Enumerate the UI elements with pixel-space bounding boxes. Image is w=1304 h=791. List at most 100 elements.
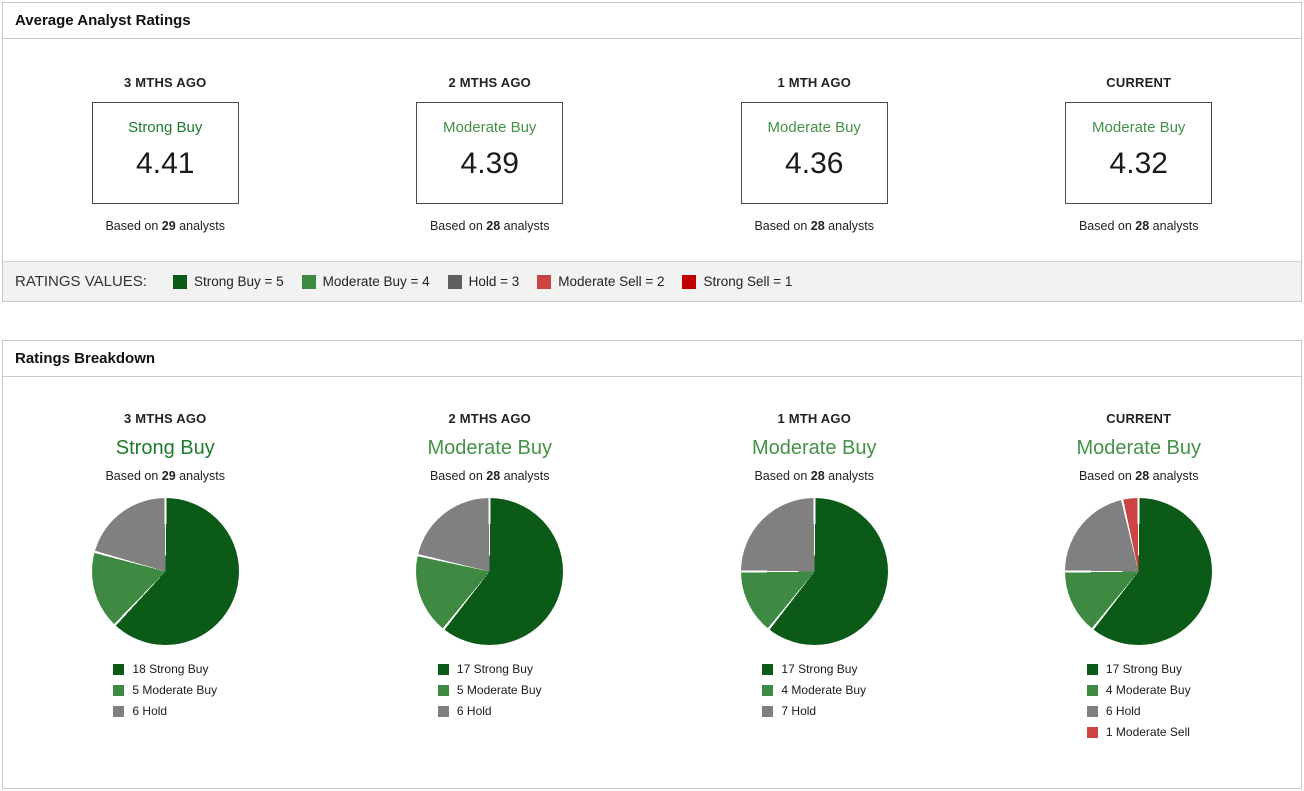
based-on-text: Based on 28 analysts <box>754 469 874 483</box>
ratings-value-item-strong-buy: Strong Buy = 5 <box>172 274 284 289</box>
rating-card-1mth: 1 MTH AGO Moderate Buy 4.36 Based on 28 … <box>652 75 977 233</box>
based-on-prefix: Based on <box>1078 469 1132 483</box>
legend-item: 6 Hold <box>113 704 167 718</box>
pie-legend: 17 Strong Buy 5 Moderate Buy 6 Hold <box>437 662 542 725</box>
legend-item: 4 Moderate Buy <box>1086 683 1191 697</box>
based-on-text: Based on 28 analysts <box>430 469 550 483</box>
period-label: 3 MTHS AGO <box>124 411 207 426</box>
legend-label: 5 Moderate Buy <box>132 683 218 697</box>
based-on-prefix: Based on <box>754 469 808 483</box>
pie-legend: 17 Strong Buy 4 Moderate Buy 6 Hold 1 Mo… <box>1086 662 1191 746</box>
period-label: 1 MTH AGO <box>777 411 852 426</box>
ratings-value-text: Strong Sell = 1 <box>703 274 793 289</box>
hold-swatch <box>437 705 449 717</box>
legend-item: 6 Hold <box>437 704 492 718</box>
based-on-text: Based on 29 analysts <box>105 469 225 483</box>
rating-title: Moderate Buy <box>751 437 877 459</box>
legend-label: 17 Strong Buy <box>456 662 533 676</box>
strong-buy-swatch <box>113 663 125 675</box>
analyst-count: 28 <box>1135 219 1150 233</box>
legend-item: 17 Strong Buy <box>437 662 533 676</box>
legend-item: 6 Hold <box>1086 704 1141 718</box>
based-on-suffix: analysts <box>1152 469 1199 483</box>
pie-legend: 18 Strong Buy 5 Moderate Buy 6 Hold <box>113 662 217 725</box>
moderate-buy-swatch <box>1086 684 1098 696</box>
based-on-text: Based on 29 analysts <box>105 219 225 233</box>
based-on-text: Based on 28 analysts <box>754 219 874 233</box>
legend-label: 6 Hold <box>456 704 492 718</box>
breakdown-columns-row: 3 MTHS AGO Strong Buy Based on 29 analys… <box>3 377 1301 788</box>
legend-label: 6 Hold <box>132 704 168 718</box>
legend-label: 4 Moderate Buy <box>781 683 867 697</box>
moderate-buy-swatch <box>437 684 449 696</box>
analyst-count: 28 <box>486 469 501 483</box>
legend-item: 1 Moderate Sell <box>1086 725 1190 739</box>
rating-value: 4.36 <box>785 147 844 180</box>
breakdown-panel-title: Ratings Breakdown <box>15 350 156 367</box>
rating-box: Moderate Buy 4.39 <box>416 102 564 204</box>
breakdown-column-current: CURRENT Moderate Buy Based on 28 analyst… <box>977 411 1302 746</box>
based-on-text: Based on 28 analysts <box>430 219 550 233</box>
average-panel-title: Average Analyst Ratings <box>15 12 191 29</box>
ratings-value-text: Strong Buy = 5 <box>193 274 284 289</box>
ratings-value-item-moderate-sell: Moderate Sell = 2 <box>537 274 664 289</box>
average-panel-header: Average Analyst Ratings <box>3 3 1301 39</box>
rating-value: 4.41 <box>136 147 195 180</box>
strong-buy-swatch <box>762 663 774 675</box>
legend-item: 7 Hold <box>762 704 816 718</box>
ratings-value-item-hold: Hold = 3 <box>447 274 520 289</box>
strong-sell-swatch <box>682 274 697 289</box>
legend-item: 5 Moderate Buy <box>437 683 542 697</box>
analyst-count: 28 <box>810 219 825 233</box>
strong-buy-swatch <box>1086 663 1098 675</box>
rating-box: Moderate Buy 4.32 <box>1065 102 1213 204</box>
analyst-count: 28 <box>1135 469 1150 483</box>
rating-card-current: CURRENT Moderate Buy 4.32 Based on 28 an… <box>977 75 1302 233</box>
ratings-values-label: RATINGS VALUES: <box>15 273 147 290</box>
legend-item: 5 Moderate Buy <box>113 683 217 697</box>
based-on-prefix: Based on <box>754 219 808 233</box>
legend-label: 5 Moderate Buy <box>456 683 542 697</box>
hold-swatch <box>113 705 125 717</box>
pie-chart <box>1065 498 1213 645</box>
breakdown-panel-header: Ratings Breakdown <box>3 341 1301 377</box>
based-on-prefix: Based on <box>1078 219 1132 233</box>
rating-value: 4.39 <box>460 147 519 180</box>
ratings-value-text: Hold = 3 <box>468 274 520 289</box>
breakdown-column-3mths: 3 MTHS AGO Strong Buy Based on 29 analys… <box>3 411 328 746</box>
legend-label: 4 Moderate Buy <box>1105 683 1191 697</box>
hold-swatch <box>447 274 462 289</box>
ratings-values-bar: RATINGS VALUES: Strong Buy = 5 Moderate … <box>3 261 1301 301</box>
ratings-value-item-strong-sell: Strong Sell = 1 <box>682 274 792 289</box>
rating-title: Moderate Buy <box>1076 437 1201 459</box>
ratings-value-item-moderate-buy: Moderate Buy = 4 <box>301 274 430 289</box>
based-on-prefix: Based on <box>429 469 483 483</box>
based-on-suffix: analysts <box>503 219 550 233</box>
pie-chart <box>91 498 239 645</box>
moderate-buy-swatch <box>301 274 316 289</box>
pie-chart <box>740 498 888 645</box>
average-ratings-panel: Average Analyst Ratings 3 MTHS AGO Stron… <box>2 2 1302 302</box>
based-on-text: Based on 28 analysts <box>1079 469 1199 483</box>
based-on-prefix: Based on <box>105 219 159 233</box>
hold-swatch <box>762 705 774 717</box>
rating-text: Moderate Buy <box>443 119 537 136</box>
strong-buy-swatch <box>437 663 449 675</box>
pie-legend: 17 Strong Buy 4 Moderate Buy 7 Hold <box>762 662 866 725</box>
legend-label: 7 Hold <box>781 704 817 718</box>
moderate-buy-swatch <box>113 684 125 696</box>
moderate-sell-swatch <box>537 274 552 289</box>
rating-text: Strong Buy <box>128 119 203 136</box>
analyst-count: 28 <box>486 219 501 233</box>
breakdown-column-2mths: 2 MTHS AGO Moderate Buy Based on 28 anal… <box>328 411 653 746</box>
rating-title: Strong Buy <box>115 437 215 459</box>
legend-item: 17 Strong Buy <box>762 662 857 676</box>
based-on-suffix: analysts <box>1152 219 1199 233</box>
period-label: 2 MTHS AGO <box>448 411 531 426</box>
moderate-sell-swatch <box>1086 726 1098 738</box>
based-on-prefix: Based on <box>105 469 159 483</box>
moderate-buy-swatch <box>762 684 774 696</box>
rating-card-2mths: 2 MTHS AGO Moderate Buy 4.39 Based on 28… <box>328 75 653 233</box>
based-on-text: Based on 28 analysts <box>1079 219 1199 233</box>
